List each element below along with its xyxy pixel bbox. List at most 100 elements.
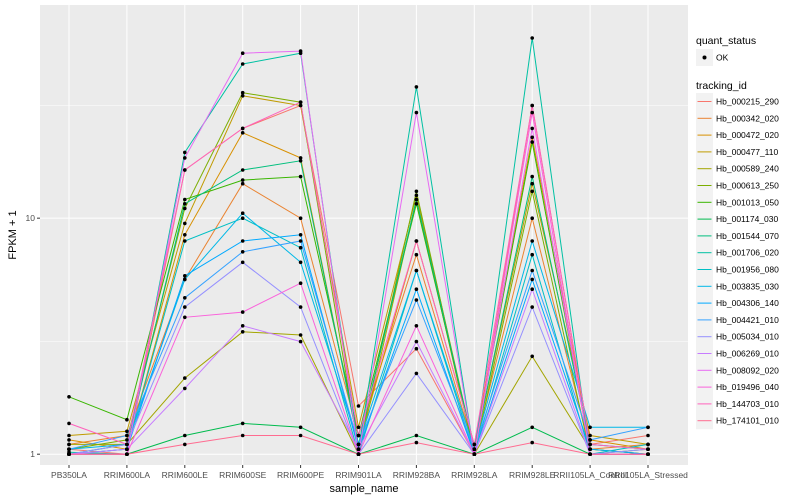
legend-label: Hb_001544_070	[716, 231, 779, 241]
data-point	[530, 110, 534, 115]
data-point	[240, 421, 245, 426]
data-point	[530, 174, 534, 179]
data-point	[240, 51, 245, 55]
data-point	[530, 268, 534, 273]
data-point	[530, 287, 534, 292]
legend-label: Hb_000342_020	[716, 113, 779, 123]
data-point	[240, 330, 245, 334]
data-point	[67, 447, 71, 452]
data-point	[530, 277, 534, 282]
data-point	[530, 36, 534, 40]
x-axis: PB350LA RRIM600LA RRIM600LE RRIM600SE RRIM60…	[51, 465, 688, 480]
legend-label: Hb_019496_040	[716, 382, 779, 392]
data-points	[67, 36, 650, 457]
data-point	[67, 395, 71, 399]
x-tick-label: PB350LA	[51, 470, 87, 480]
x-tick-label: RRIM928LA	[451, 470, 498, 480]
data-point	[298, 281, 303, 286]
data-point	[530, 189, 534, 194]
x-tick-label: RRIM600LA	[104, 470, 151, 480]
legend-label: Hb_006269_010	[716, 349, 779, 359]
data-point	[240, 131, 245, 135]
legend-label: Hb_008092_020	[716, 365, 779, 375]
data-point	[183, 376, 187, 380]
data-point	[298, 156, 303, 160]
data-point	[183, 274, 187, 278]
data-point	[125, 429, 129, 434]
data-point	[588, 447, 592, 452]
x-tick-label: RRII105LA_Stressed	[608, 470, 688, 480]
data-point	[646, 433, 650, 438]
data-point	[298, 103, 303, 108]
x-tick-label: RRIM600LE	[162, 470, 209, 480]
data-point	[125, 438, 129, 442]
data-point	[414, 298, 419, 302]
data-point	[67, 442, 71, 447]
data-point	[414, 85, 419, 89]
data-point	[588, 425, 592, 430]
data-point	[183, 305, 187, 309]
x-tick-label: RRIM901LA	[335, 470, 382, 480]
x-tick-label: RRII105LA_Control	[553, 470, 627, 480]
legend-label: Hb_004421_010	[716, 315, 779, 325]
data-point	[125, 417, 129, 422]
data-point	[240, 90, 245, 95]
data-point	[298, 305, 303, 309]
data-point	[530, 140, 534, 144]
data-point	[298, 425, 303, 430]
legend-label: Hb_004306_140	[716, 298, 779, 308]
data-point	[183, 150, 187, 155]
data-point	[530, 181, 534, 186]
data-point	[125, 452, 129, 457]
legend-label: Hb_001174_030	[716, 214, 779, 224]
data-point	[298, 100, 303, 104]
data-point	[530, 425, 534, 430]
data-point	[67, 452, 71, 457]
data-point	[298, 333, 303, 337]
data-point	[240, 239, 245, 243]
x-tick-label: RRIM928BA	[393, 470, 441, 480]
data-point	[588, 442, 592, 447]
legend-label: Hb_003835_030	[716, 281, 779, 291]
data-point	[530, 135, 534, 140]
legend-title-status: quant_status	[696, 35, 756, 47]
x-axis-title: sample_name	[329, 483, 398, 495]
data-point	[414, 324, 419, 328]
data-point	[414, 371, 419, 376]
data-point	[414, 202, 419, 206]
data-point	[298, 233, 303, 237]
data-point	[356, 452, 361, 457]
y-axis: 1 10	[26, 213, 40, 459]
legend-title-tracking: tracking_id	[696, 80, 747, 92]
data-point	[125, 442, 129, 447]
data-point	[298, 339, 303, 344]
data-point	[240, 62, 245, 66]
legend-label: Hb_001706_020	[716, 248, 779, 258]
y-tick-label: 10	[26, 213, 36, 223]
data-point	[414, 110, 419, 115]
data-point	[588, 438, 592, 442]
x-tick-label: RRIM928LE	[509, 470, 556, 480]
data-point	[530, 252, 534, 257]
data-point	[183, 168, 187, 172]
data-point	[356, 442, 361, 447]
data-point	[298, 245, 303, 250]
legend-label: Hb_144703_010	[716, 399, 779, 409]
data-point	[414, 193, 419, 198]
data-point	[240, 168, 245, 172]
data-point	[183, 277, 187, 282]
data-point	[183, 156, 187, 160]
legend-label: Hb_000477_110	[716, 147, 779, 157]
data-point	[183, 206, 187, 211]
legend-label: Hb_001013_050	[716, 197, 779, 207]
data-point	[298, 174, 303, 179]
legend-label: Hb_000613_250	[716, 181, 779, 191]
data-point	[414, 440, 419, 445]
data-point	[414, 239, 419, 243]
data-point	[125, 433, 129, 438]
data-point	[298, 49, 303, 53]
legend-color-items: Hb_000215_290 Hb_000342_020 Hb_000472_020 H…	[696, 93, 779, 430]
data-point	[183, 315, 187, 320]
data-point	[588, 433, 592, 438]
